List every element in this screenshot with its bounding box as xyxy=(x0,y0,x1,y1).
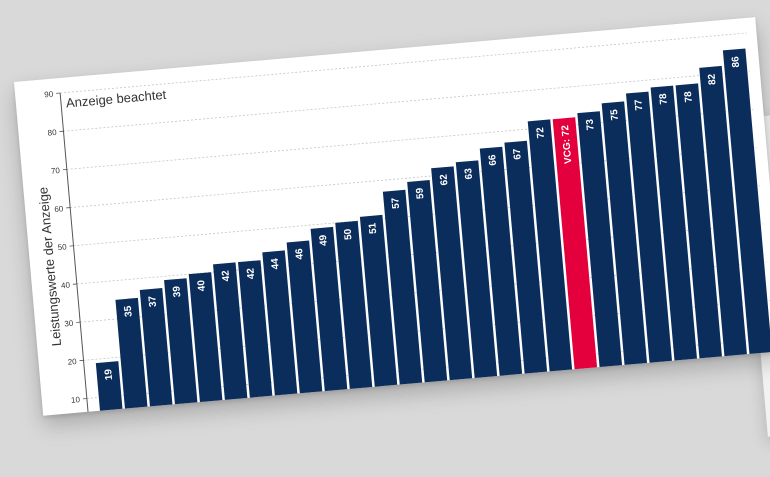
bar xyxy=(95,361,125,416)
bar xyxy=(213,262,250,416)
gridline xyxy=(60,32,747,94)
bar xyxy=(286,240,325,416)
bar-value-label: 86 xyxy=(730,55,742,67)
chart-card: 0102030405060708090 19353739404242444649… xyxy=(14,17,770,416)
y-tick-label: 50 xyxy=(57,242,67,252)
bar-value-label: 63 xyxy=(463,167,475,179)
bar-labels: 19 35 37 39 40 42 42 44 46 49 50 51 57 59 62 63 66 67 72 VC… xyxy=(103,55,742,380)
y-tick-label: 60 xyxy=(54,204,64,214)
bar-value-label: 78 xyxy=(683,90,695,102)
bar-value-label: 49 xyxy=(318,234,330,246)
bar-value-label: 77 xyxy=(633,99,645,111)
bar-value-label: 57 xyxy=(390,197,402,209)
y-tick-label: 30 xyxy=(64,319,74,329)
bar xyxy=(188,272,225,416)
y-axis-ticks: 0102030405060708090 xyxy=(44,90,87,405)
bar xyxy=(382,189,425,410)
y-tick-label: 40 xyxy=(61,281,71,291)
bar xyxy=(359,214,400,412)
bar-value-label: 62 xyxy=(438,173,450,185)
y-tick-label: 90 xyxy=(44,90,54,100)
bar xyxy=(650,85,700,386)
bar xyxy=(455,160,500,403)
bar xyxy=(335,220,375,414)
bar-value-label: 82 xyxy=(707,73,719,85)
bar xyxy=(527,119,575,397)
bar-value-label: 42 xyxy=(245,267,257,279)
bar-value-label: 51 xyxy=(367,222,379,234)
bar xyxy=(431,166,475,406)
bar-value-label: 75 xyxy=(609,108,621,120)
bar-value-label: 44 xyxy=(270,257,282,269)
gridline xyxy=(66,108,754,170)
y-tick-label: 70 xyxy=(51,166,61,176)
bar xyxy=(601,101,650,390)
y-tick-label: 10 xyxy=(71,395,81,405)
bar xyxy=(139,288,175,416)
bar xyxy=(577,111,625,392)
y-tick-label: 80 xyxy=(47,128,57,138)
bar-highlight xyxy=(552,117,600,395)
bar-chart: 0102030405060708090 19353739404242444649… xyxy=(35,32,770,416)
bar xyxy=(310,226,350,416)
bar-value-label: 67 xyxy=(512,148,524,160)
chart-title: Anzeige beachtet xyxy=(65,87,167,111)
bar-value-label: 78 xyxy=(658,93,670,105)
bar xyxy=(699,65,750,382)
bar-value-label: 46 xyxy=(294,248,306,260)
bars xyxy=(95,48,770,416)
bar xyxy=(675,83,725,384)
bar xyxy=(237,260,275,416)
bar-value-label: 40 xyxy=(196,279,208,291)
y-tick-label: 20 xyxy=(67,357,77,367)
bar-value-label: 37 xyxy=(147,295,159,307)
bar xyxy=(262,250,300,416)
bar-value-label: 35 xyxy=(123,305,135,317)
bar-value-label: 50 xyxy=(343,228,355,240)
gridline xyxy=(70,147,757,208)
bar-value-label: 59 xyxy=(415,187,427,199)
bar-value-label: VCG: 72 xyxy=(560,124,574,164)
bar-value-label: 73 xyxy=(585,118,597,130)
y-axis-line xyxy=(59,92,91,416)
bar xyxy=(504,140,550,399)
bar xyxy=(479,146,525,401)
bar-value-label: 66 xyxy=(487,154,499,166)
bar xyxy=(722,48,770,379)
bar-value-label: 39 xyxy=(171,285,183,297)
bar-value-label: 72 xyxy=(535,126,547,138)
bar xyxy=(625,91,675,388)
bar xyxy=(115,297,150,416)
gridline xyxy=(63,70,750,132)
bar xyxy=(407,179,450,408)
bar-value-label: 19 xyxy=(103,368,115,380)
bar-value-label: 42 xyxy=(220,269,232,281)
bar xyxy=(164,278,200,416)
